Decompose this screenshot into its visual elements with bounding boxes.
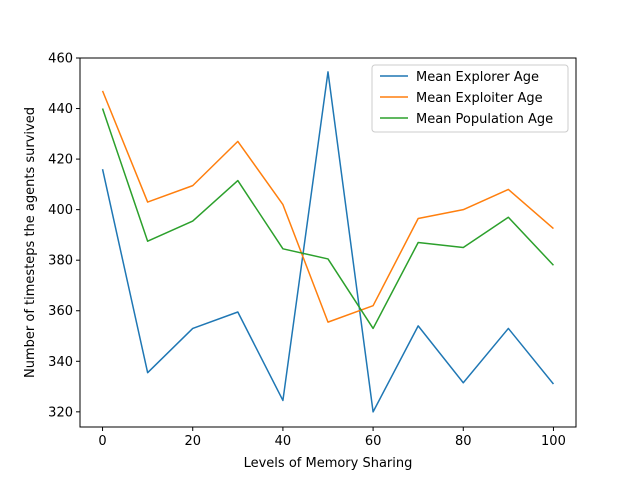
legend-label-exploiter: Mean Exploiter Age [416, 91, 543, 106]
series-line-mean-population-age [101, 108, 554, 330]
x-tick-label: 100 [541, 434, 566, 449]
x-tick-label: 40 [275, 434, 292, 449]
x-tick-label: 60 [365, 434, 382, 449]
legend-label-population: Mean Population Age [416, 112, 553, 127]
legend-label-explorer: Mean Explorer Age [416, 70, 539, 85]
x-tick-label: 0 [98, 434, 106, 449]
legend: Mean Explorer Age Mean Exploiter Age Mea… [371, 64, 569, 133]
y-tick-label: 320 [48, 405, 73, 420]
y-tick-label: 440 [48, 102, 73, 117]
y-tick-label: 400 [48, 203, 73, 218]
y-tick-label: 420 [48, 153, 73, 168]
y-tick-label: 340 [48, 355, 73, 370]
y-tick-label: 380 [48, 254, 73, 269]
series-layer [101, 71, 555, 413]
series-line-mean-explorer-age [101, 71, 555, 413]
series-line-mean-exploiter-age [101, 90, 554, 323]
x-tick-label: 80 [455, 434, 472, 449]
x-axis-label: Levels of Memory Sharing [244, 456, 413, 471]
ticks-layer: 0 20 40 60 80 100 320 340 360 380 400 420 440 460 [48, 52, 566, 450]
plot-frame [79, 57, 577, 428]
y-tick-label: 460 [48, 52, 73, 67]
legend-box [371, 64, 569, 133]
y-axis-label: Number of timesteps the agents survived [23, 107, 38, 378]
x-tick-label: 20 [184, 434, 201, 449]
y-tick-label: 360 [48, 304, 73, 319]
